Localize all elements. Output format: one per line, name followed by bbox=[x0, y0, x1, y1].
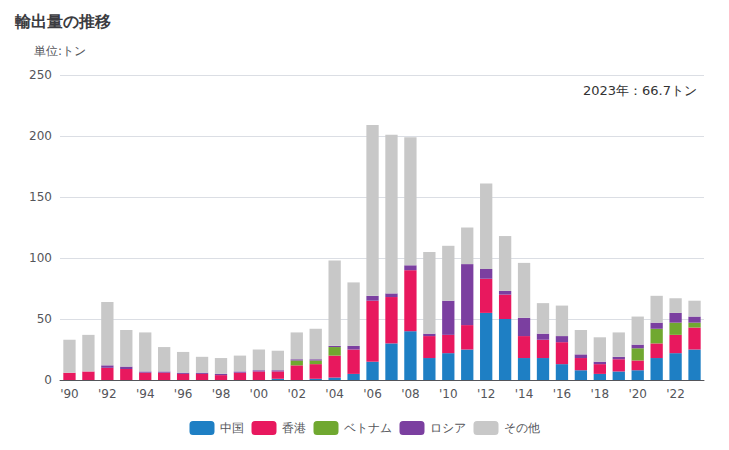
svg-text:輸出量の推移: 輸出量の推移 bbox=[14, 12, 111, 31]
svg-text:'94: '94 bbox=[136, 387, 155, 401]
svg-text:200: 200 bbox=[29, 129, 52, 143]
svg-text:'10: '10 bbox=[439, 387, 458, 401]
svg-text:'98: '98 bbox=[212, 387, 231, 401]
svg-text:'02: '02 bbox=[287, 387, 306, 401]
svg-text:50: 50 bbox=[37, 312, 52, 326]
svg-text:'04: '04 bbox=[325, 387, 344, 401]
svg-text:'16: '16 bbox=[553, 387, 572, 401]
svg-text:'14: '14 bbox=[515, 387, 534, 401]
svg-text:ベトナム: ベトナム bbox=[344, 421, 392, 435]
svg-text:香港: 香港 bbox=[282, 421, 306, 435]
svg-text:中国: 中国 bbox=[220, 421, 244, 435]
svg-text:100: 100 bbox=[29, 251, 52, 265]
svg-text:250: 250 bbox=[29, 68, 52, 82]
svg-text:'18: '18 bbox=[591, 387, 610, 401]
svg-text:'20: '20 bbox=[628, 387, 647, 401]
svg-text:'92: '92 bbox=[98, 387, 117, 401]
svg-text:'06: '06 bbox=[363, 387, 382, 401]
svg-text:ロシア: ロシア bbox=[430, 421, 466, 435]
svg-text:'08: '08 bbox=[401, 387, 420, 401]
svg-text:'00: '00 bbox=[250, 387, 269, 401]
svg-text:2023年：66.7トン: 2023年：66.7トン bbox=[583, 83, 697, 98]
svg-text:150: 150 bbox=[29, 190, 52, 204]
svg-text:'22: '22 bbox=[666, 387, 685, 401]
svg-text:0: 0 bbox=[44, 373, 52, 387]
svg-text:その他: その他 bbox=[504, 421, 540, 435]
svg-text:'12: '12 bbox=[477, 387, 496, 401]
svg-text:'90: '90 bbox=[60, 387, 79, 401]
svg-text:'96: '96 bbox=[174, 387, 193, 401]
svg-text:単位:トン: 単位:トン bbox=[34, 44, 86, 58]
